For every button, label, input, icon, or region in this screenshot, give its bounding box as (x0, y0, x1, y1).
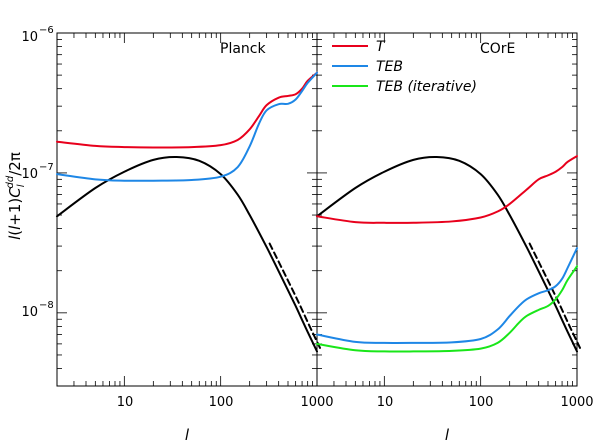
planck-curve-teb (56, 71, 318, 182)
core-x-tick-label-1000: 1000 (560, 395, 593, 410)
legend-label-t: T (376, 39, 386, 55)
core-panel-title: COrE (480, 41, 515, 57)
planck-x-tick-label-1000: 1000 (300, 395, 333, 410)
core-curve-signal (316, 155, 578, 353)
y-tick-labels: 10 −6 10 −7 10 −8 (21, 25, 53, 320)
svg-text:−7: −7 (39, 162, 54, 173)
y-tick-label-1e-7: 10 −7 (21, 162, 53, 182)
svg-text:10: 10 (21, 30, 38, 45)
planck-x-axis-label: l (185, 426, 190, 443)
y-axis-label-text: l(l+1)Cldd/2π (5, 152, 27, 240)
svg-text:10: 10 (21, 305, 38, 320)
legend-entry-teb: TEB (332, 59, 403, 75)
x-tick-labels: 10 100 1000 10 100 1000 (117, 395, 594, 410)
y-tick-label-1e-6: 10 −6 (21, 25, 53, 45)
core-x-tick-label-10: 10 (377, 395, 394, 410)
planck-panel-title: Planck (220, 41, 266, 57)
legend-entry-t: T (332, 39, 386, 55)
core-curve-signal-dashed (528, 242, 581, 349)
legend-label-teb: TEB (376, 59, 403, 75)
planck-curve-t (56, 71, 318, 149)
y-tick-label-1e-8: 10 −8 (21, 300, 53, 320)
svg-text:−6: −6 (39, 25, 54, 36)
core-panel-frame (316, 32, 578, 387)
core-x-tick-label-100: 100 (469, 395, 494, 410)
planck-panel-frame (56, 32, 318, 387)
svg-text:−8: −8 (39, 300, 54, 311)
core-curve-teb (316, 247, 578, 344)
svg-text:10: 10 (21, 167, 38, 182)
y-axis-label: l(l+1)Cldd/2π (5, 152, 27, 240)
planck-x-tick-label-10: 10 (117, 395, 134, 410)
legend-entry-teb-iterative: TEB (iterative) (332, 79, 477, 95)
legend: T TEB TEB (iterative) (332, 39, 477, 95)
curves (56, 71, 581, 353)
planck-curve-signal (56, 155, 318, 353)
core-curve-teb-iter (316, 265, 578, 353)
legend-label-teb-iterative: TEB (iterative) (376, 79, 477, 95)
core-curve-t (316, 155, 578, 224)
planck-x-tick-label-100: 100 (209, 395, 234, 410)
planck-curve-signal-dashed (268, 242, 321, 349)
core-x-axis-label: l (445, 426, 450, 443)
